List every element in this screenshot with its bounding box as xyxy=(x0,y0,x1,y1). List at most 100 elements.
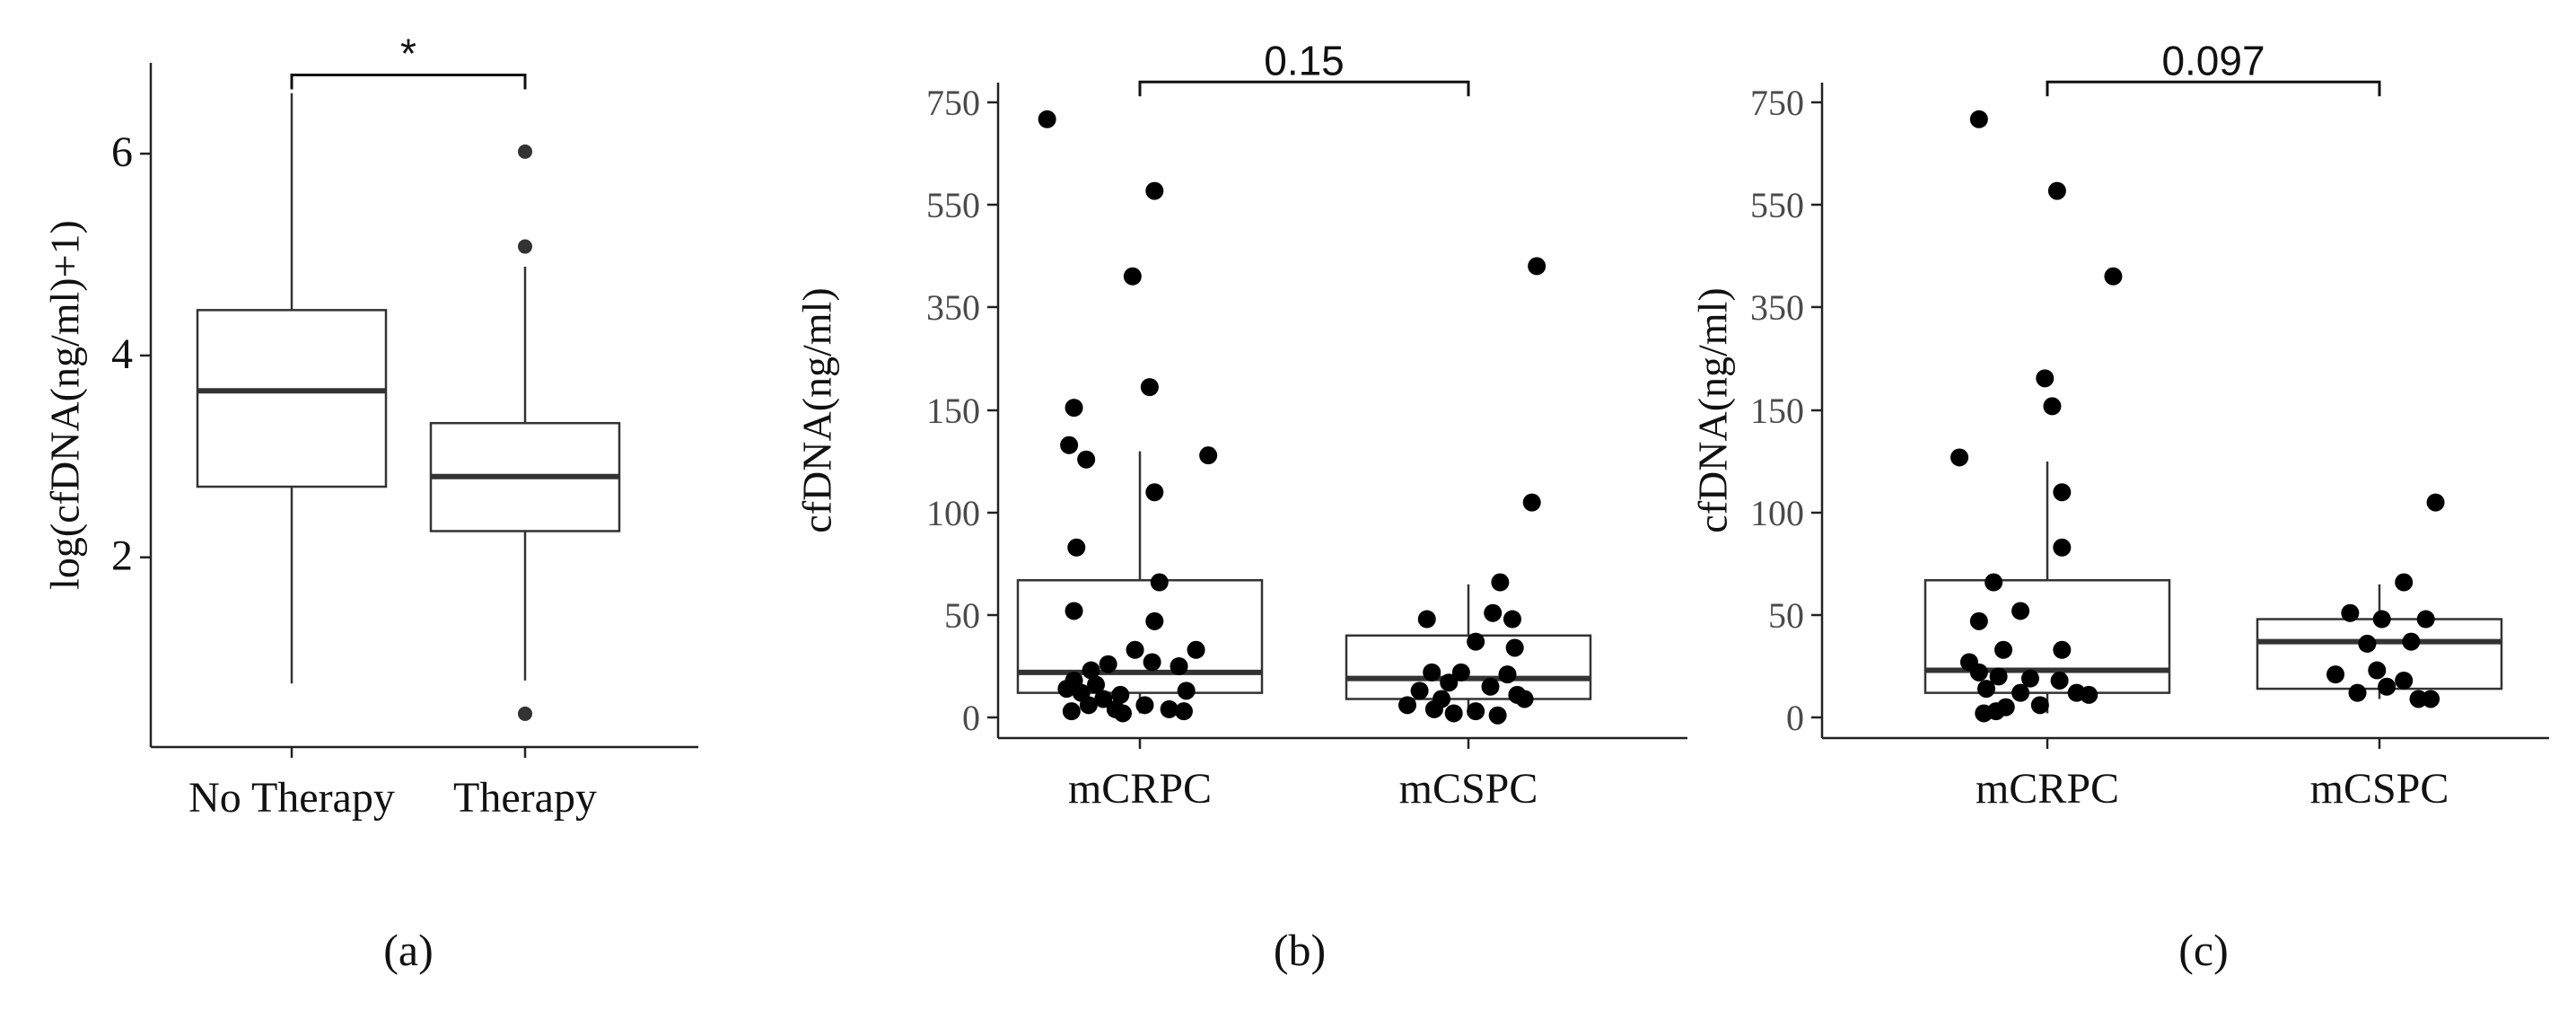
significance-bracket xyxy=(1138,80,1470,97)
data-point xyxy=(2372,610,2391,629)
y-axis-title: cfDNA(ng/ml) xyxy=(794,287,840,532)
iqr-box xyxy=(196,309,388,488)
data-point xyxy=(1145,611,1164,630)
data-point xyxy=(1199,446,1218,465)
data-point xyxy=(2043,397,2062,416)
data-point xyxy=(2030,696,2049,715)
significance-label: 0.097 xyxy=(2161,37,2265,84)
data-point xyxy=(1969,110,1988,128)
data-point xyxy=(1111,685,1130,704)
box-no-therapy xyxy=(196,92,388,684)
data-point xyxy=(2378,677,2396,696)
data-point xyxy=(1150,573,1169,592)
data-point xyxy=(1977,680,1995,699)
y-tick-label: 0 xyxy=(1786,698,1804,738)
y-tick-label: 150 xyxy=(1750,391,1804,431)
y-tick-label: 100 xyxy=(926,493,980,533)
x-tick-label-no-therapy: No Therapy xyxy=(188,774,395,822)
y-tick-label: 150 xyxy=(926,391,980,431)
data-point xyxy=(1484,603,1503,622)
data-point xyxy=(2402,632,2421,651)
data-point xyxy=(1481,677,1500,696)
data-point xyxy=(1986,702,2005,721)
outlier-point xyxy=(518,239,532,254)
data-point xyxy=(1491,573,1510,592)
data-point xyxy=(2047,181,2066,200)
data-point xyxy=(1135,696,1154,715)
data-point xyxy=(1989,667,2008,686)
data-point xyxy=(1087,675,1106,694)
data-point xyxy=(2020,669,2039,688)
outlier-point xyxy=(518,706,532,721)
data-point xyxy=(1467,632,1485,651)
data-point xyxy=(1528,257,1546,276)
data-point xyxy=(1082,661,1100,680)
data-point xyxy=(1099,655,1117,673)
data-point xyxy=(1038,110,1056,128)
data-point xyxy=(2426,493,2445,512)
data-point xyxy=(2050,671,2069,690)
data-point xyxy=(1077,450,1096,469)
chart-panel-a: 2 4 6 log(cfDNA(ng/ml)+1) No Therapy Therapy *… xyxy=(42,30,698,975)
y-tick-label: 100 xyxy=(1750,493,1804,533)
data-point xyxy=(2104,267,2123,286)
data-point xyxy=(2011,602,2030,620)
data-point xyxy=(1505,638,1524,657)
data-point xyxy=(1440,673,1459,692)
data-point xyxy=(1417,610,1436,629)
data-point xyxy=(1065,399,1083,418)
data-point xyxy=(1410,681,1429,700)
significance-bracket xyxy=(290,73,527,90)
data-point xyxy=(1170,657,1188,675)
data-point xyxy=(1060,435,1079,454)
data-point xyxy=(1123,267,1142,286)
data-point xyxy=(2080,685,2098,704)
data-point xyxy=(1143,653,1161,672)
y-axis-title: log(cfDNA(ng/ml)+1) xyxy=(42,220,88,590)
data-point xyxy=(1488,706,1507,725)
data-point xyxy=(1187,640,1205,659)
data-point xyxy=(1177,681,1196,700)
data-point xyxy=(1467,702,1485,721)
x-tick-label-mcrpc: mCRPC xyxy=(1068,765,1212,813)
data-point xyxy=(1126,640,1144,659)
data-point xyxy=(2053,483,2072,502)
y-tick-label: 0 xyxy=(962,698,980,738)
data-point xyxy=(1057,680,1076,699)
data-point xyxy=(1515,690,1534,708)
y-tick-label: 350 xyxy=(1750,287,1804,328)
x-tick-label-mcspc: mCSPC xyxy=(2310,765,2449,813)
data-point xyxy=(1451,663,1470,681)
significance-label: 0.15 xyxy=(1264,37,1345,84)
box-mcrpc xyxy=(1923,462,2171,714)
y-tick-label: 2 xyxy=(111,532,133,580)
iqr-box xyxy=(1923,578,2171,694)
data-point xyxy=(1522,493,1541,512)
data-point xyxy=(1423,663,1441,681)
data-point xyxy=(2326,665,2345,684)
chart-panel-c: 0 50 100 150 350 550 750 cfDNA(ng/ml) mCRPC mCSPC… xyxy=(1690,37,2549,975)
data-point xyxy=(1079,696,1098,715)
data-point xyxy=(1062,702,1081,721)
y-tick-label: 350 xyxy=(926,287,980,328)
data-point xyxy=(2036,369,2055,388)
panel-label-c: (c) xyxy=(2178,925,2229,975)
data-point xyxy=(1094,690,1113,708)
data-point xyxy=(1969,663,1988,681)
box-mcspc xyxy=(1345,584,1592,716)
y-tick-label: 6 xyxy=(111,128,133,176)
data-point xyxy=(2416,610,2435,629)
data-point xyxy=(2395,671,2414,690)
box-therapy xyxy=(429,144,621,721)
data-point xyxy=(2368,661,2387,680)
data-point xyxy=(1067,538,1086,557)
outlier-point xyxy=(518,144,532,159)
data-point xyxy=(1444,704,1463,723)
iqr-box xyxy=(1016,578,1264,694)
y-tick-label: 50 xyxy=(1768,595,1804,636)
data-point xyxy=(1174,702,1193,721)
y-tick-label: 750 xyxy=(926,83,980,123)
data-point xyxy=(1424,699,1443,718)
y-tick-label: 750 xyxy=(1750,83,1804,123)
iqr-box xyxy=(1345,634,1592,700)
